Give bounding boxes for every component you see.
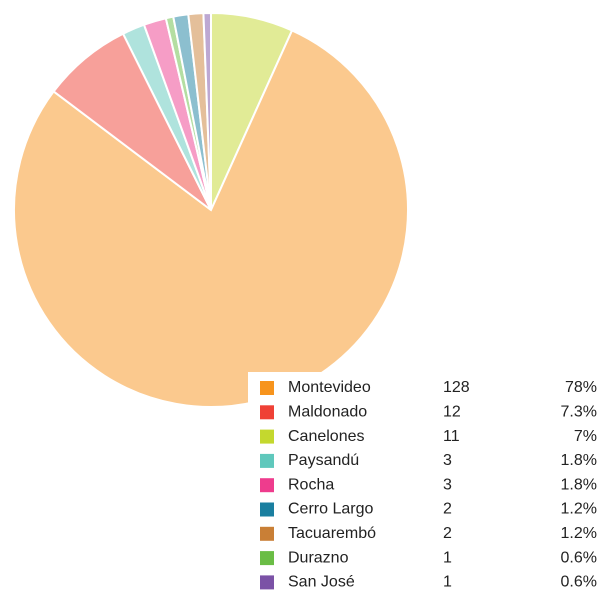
legend-swatch	[260, 405, 274, 420]
legend-percent: 1.2%	[561, 525, 597, 542]
legend-name: Tacuarembó	[288, 525, 376, 542]
legend-swatch	[260, 526, 274, 541]
legend-swatch	[260, 575, 274, 590]
legend-percent: 7%	[574, 428, 597, 445]
legend-percent: 1.8%	[561, 452, 597, 469]
legend-value: 1	[443, 574, 452, 591]
legend-box	[248, 372, 608, 604]
legend-name: Paysandú	[288, 452, 359, 469]
legend-value: 3	[443, 452, 452, 469]
legend-name: Durazno	[288, 549, 349, 566]
legend-name: Rocha	[288, 476, 334, 493]
legend-value: 11	[443, 428, 460, 445]
legend-percent: 1.2%	[561, 501, 597, 518]
legend-swatch	[260, 551, 274, 566]
legend-percent: 0.6%	[561, 549, 597, 566]
legend-swatch	[260, 429, 274, 444]
legend-name: Maldonado	[288, 404, 367, 421]
legend-name: San José	[288, 574, 355, 591]
legend-name: Canelones	[288, 428, 365, 445]
legend-value: 2	[443, 525, 452, 542]
legend-value: 12	[443, 404, 461, 421]
legend-swatch	[260, 502, 274, 517]
legend-value: 1	[443, 549, 452, 566]
legend-name: Cerro Largo	[288, 501, 373, 518]
legend-percent: 78%	[565, 379, 597, 396]
legend-value: 2	[443, 501, 452, 518]
legend-percent: 0.6%	[561, 574, 597, 591]
legend-swatch	[260, 478, 274, 493]
legend-value: 128	[443, 379, 470, 396]
pie-slice	[202, 11, 212, 211]
legend-swatch	[260, 381, 274, 395]
legend-value: 3	[443, 476, 452, 493]
legend-swatch	[260, 453, 274, 468]
legend-name: Montevideo	[288, 379, 371, 396]
legend-percent: 1.8%	[561, 476, 597, 493]
legend-percent: 7.3%	[561, 404, 597, 421]
